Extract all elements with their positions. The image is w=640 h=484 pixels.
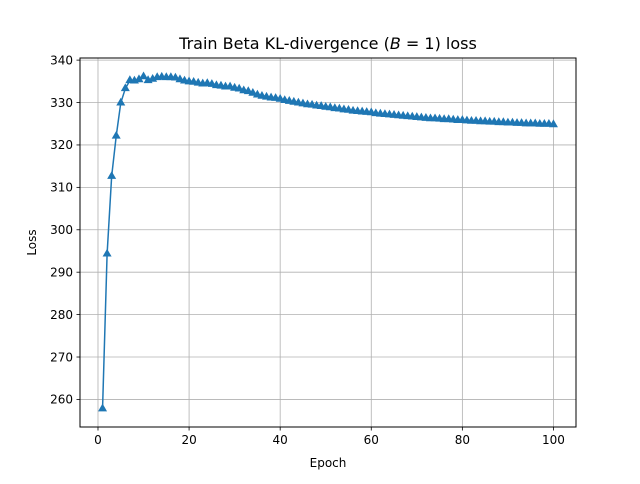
data-point-marker bbox=[116, 97, 126, 106]
y-tick-label: 270 bbox=[50, 350, 73, 364]
x-tick-label: 80 bbox=[455, 433, 470, 447]
x-axis-label: Epoch bbox=[310, 456, 347, 470]
data-point-marker bbox=[207, 79, 217, 87]
data-point-marker bbox=[248, 88, 258, 96]
data-point-marker bbox=[243, 86, 253, 95]
y-tick-label: 290 bbox=[50, 265, 73, 279]
data-point-marker bbox=[107, 171, 117, 179]
y-tick-label: 300 bbox=[50, 223, 73, 237]
data-point-marker bbox=[234, 83, 244, 92]
x-tick-label: 0 bbox=[94, 433, 102, 447]
axes-frame bbox=[79, 57, 577, 428]
y-tick-label: 320 bbox=[50, 138, 73, 152]
data-point-marker bbox=[275, 93, 285, 102]
data-point-marker bbox=[102, 248, 112, 257]
data-point-marker bbox=[120, 83, 130, 92]
data-point-marker bbox=[139, 71, 149, 80]
x-tick-label: 100 bbox=[542, 433, 565, 447]
data-point-marker bbox=[175, 74, 185, 83]
y-tick-label: 340 bbox=[50, 53, 73, 67]
y-tick-label: 310 bbox=[50, 181, 73, 195]
data-point-marker bbox=[225, 81, 235, 90]
chart-title: Train Beta KL-divergence (B = 1) loss bbox=[178, 34, 477, 53]
data-point-marker bbox=[548, 119, 558, 128]
data-point-marker bbox=[170, 72, 180, 81]
y-tick-label: 260 bbox=[50, 393, 73, 407]
data-point-marker bbox=[111, 130, 121, 139]
x-tick-label: 40 bbox=[273, 433, 288, 447]
data-point-marker bbox=[252, 89, 262, 98]
y-tick-label: 330 bbox=[50, 96, 73, 110]
axis-ticks: 0 20 40 60 80 100 260 270 280 290 300 310 320 330 340 bbox=[50, 53, 565, 447]
series-layer bbox=[98, 71, 558, 412]
x-tick-label: 20 bbox=[181, 433, 196, 447]
x-tick-label: 60 bbox=[364, 433, 379, 447]
data-point-marker bbox=[98, 403, 108, 412]
y-axis-label: Loss bbox=[25, 229, 39, 255]
y-tick-label: 280 bbox=[50, 308, 73, 322]
